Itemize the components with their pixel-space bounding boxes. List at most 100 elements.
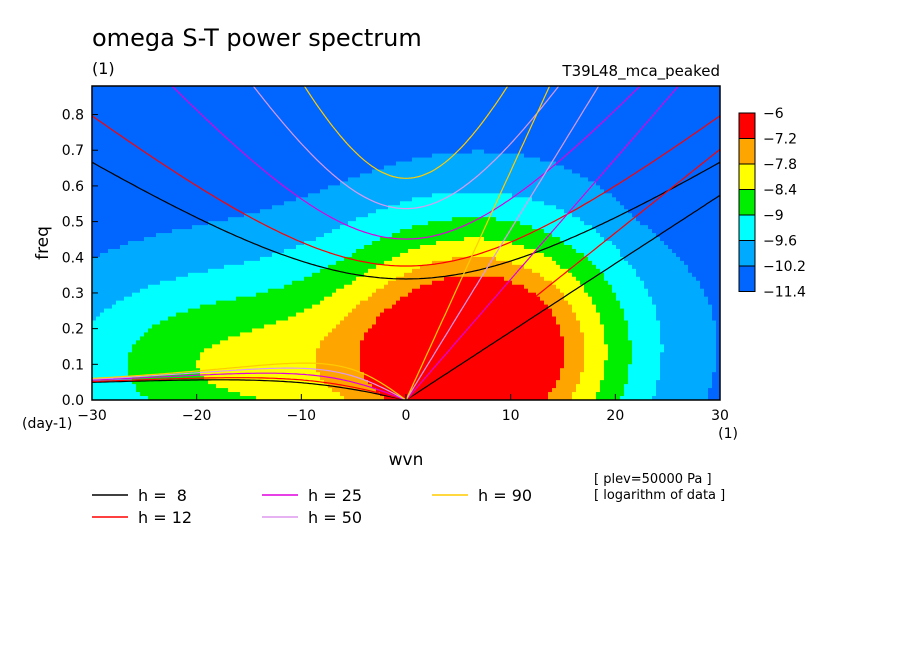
contour-cell [292,264,297,270]
contour-cell [120,233,125,238]
contour-cell [168,392,173,397]
contour-cell [196,380,201,385]
contour-cell [232,392,237,397]
contour-cell [148,237,153,242]
contour-cell [256,364,261,369]
contour-cell [116,93,121,99]
contour-cell [220,264,225,270]
contour-cell [188,137,193,143]
contour-cell [156,197,161,202]
contour-cell [108,348,113,353]
contour-cell [160,260,165,266]
contour-cell [164,237,169,242]
contour-cell [212,117,217,123]
contour-cell [156,169,161,175]
contour-cell [152,117,157,123]
contour-cell [92,189,97,194]
contour-cell [128,368,133,373]
contour-cell [120,125,125,131]
contour-cell [308,241,313,246]
contour-cell [124,284,129,290]
contour-cell [156,340,161,345]
contour-cell [116,252,121,258]
contour-cell [268,288,273,294]
contour-cell [212,197,217,202]
contour-cell [252,165,257,171]
contour-cell [308,141,313,147]
contour-cell [140,280,145,286]
contour-cell [208,205,213,210]
contour-cell [148,328,153,334]
contour-cell [144,252,149,258]
contour-cell [340,241,345,246]
contour-cell [304,244,309,250]
contour-cell [324,193,329,198]
contour-cell [156,332,161,337]
contour-cell [300,244,305,250]
contour-cell [168,288,173,294]
contour-cell [328,388,333,393]
contour-cell [128,109,133,115]
contour-cell [280,129,285,135]
contour-cell [160,93,165,99]
contour-cell [252,292,257,298]
contour-cell [96,384,101,389]
contour-cell [272,129,277,135]
contour-cell [168,101,173,107]
contour-cell [296,288,301,294]
contour-cell [292,376,297,381]
contour-cell [276,272,281,278]
contour-cell [296,320,301,326]
contour-cell [328,137,333,143]
contour-cell [328,189,333,194]
contour-cell [256,237,261,242]
contour-cell [336,272,341,278]
contour-cell [108,244,113,250]
contour-cell [328,221,333,226]
contour-cell [228,233,233,238]
contour-cell [132,312,137,318]
contour-cell [292,248,297,254]
contour-cell [320,304,325,310]
contour-cell [204,117,209,123]
contour-cell [332,169,337,175]
contour-cell [188,316,193,322]
contour-cell [248,244,253,250]
contour-cell [264,213,269,218]
contour-cell [324,173,329,179]
contour-cell [288,308,293,314]
contour-cell [172,272,177,278]
contour-cell [280,260,285,266]
contour-cell [320,348,325,353]
contour-cell [340,332,345,337]
contour-cell [104,213,109,218]
contour-cell [116,145,121,151]
contour-cell [284,380,289,385]
contour-cell [96,121,101,127]
contour-cell [168,352,173,357]
contour-cell [124,320,129,326]
contour-cell [312,86,317,91]
contour-cell [112,396,117,400]
contour-cell [312,233,317,238]
contour-cell [236,284,241,290]
contour-cell [256,384,261,389]
contour-cell [244,181,249,186]
contour-cell [148,121,153,127]
contour-cell [176,312,181,318]
contour-cell [256,396,261,400]
contour-cell [208,149,213,155]
contour-cell [120,340,125,345]
contour-cell [160,89,165,95]
contour-cell [200,209,205,214]
contour-cell [312,181,317,186]
contour-cell [264,284,269,290]
contour-cell [148,300,153,306]
contour-cell [280,384,285,389]
contour-cell [312,280,317,286]
contour-cell [140,264,145,270]
contour-cell [304,300,309,306]
contour-cell [108,133,113,139]
contour-cell [324,304,329,310]
contour-cell [228,193,233,198]
